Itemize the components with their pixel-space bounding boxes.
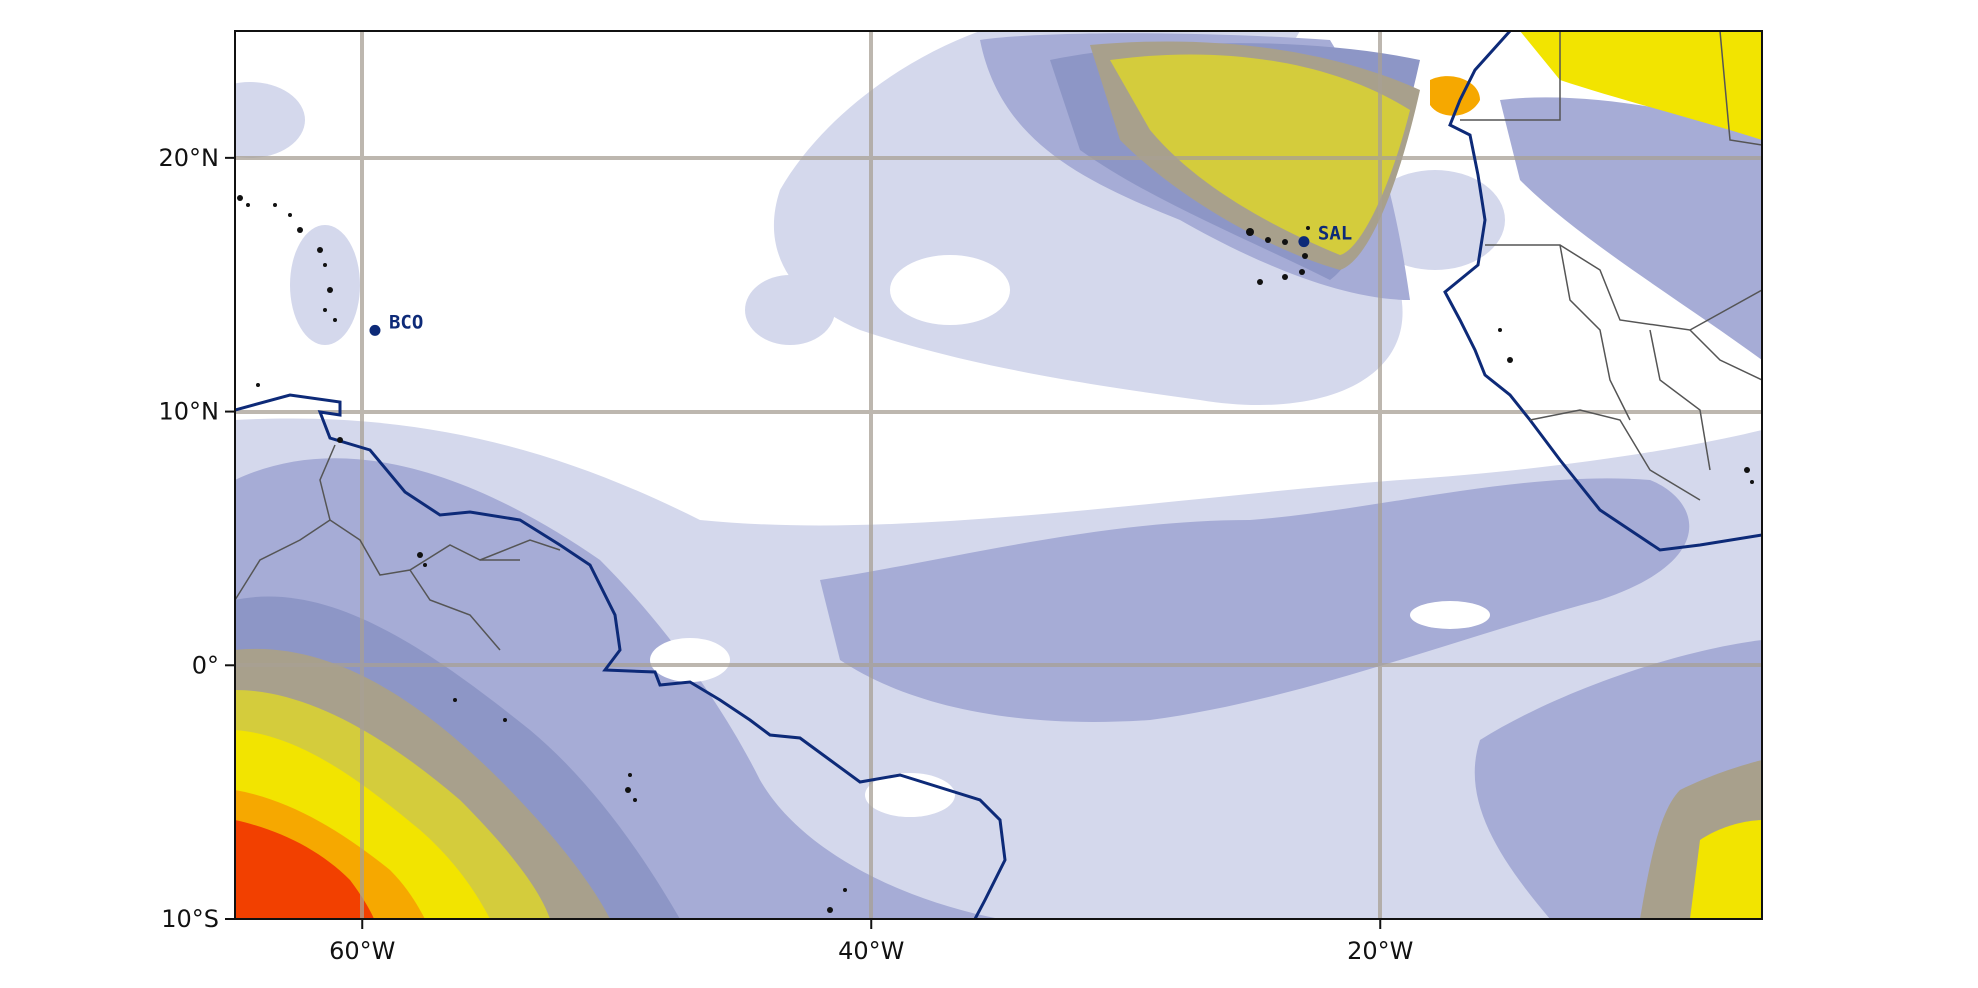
gridlines — [235, 31, 1762, 919]
islands — [237, 195, 1754, 913]
station-marker-sal — [1298, 236, 1310, 248]
aerosol-field — [235, 31, 1762, 919]
station-label-sal: SAL — [1318, 223, 1352, 245]
clear-regions — [650, 255, 1490, 817]
country-borders — [235, 31, 1762, 651]
lat-tick-label: 0° — [192, 651, 219, 679]
lon-tick-label: 40°W — [838, 937, 904, 965]
lon-tick-label: 20°W — [1347, 937, 1413, 965]
station-markers: BCO SAL — [369, 223, 1352, 336]
lat-tick-label: 10°N — [159, 398, 220, 426]
station-label-bco: BCO — [389, 311, 423, 333]
field-level-8 — [235, 820, 374, 919]
lat-tick-label: 10°S — [161, 905, 219, 933]
south-america-coastline — [235, 393, 1007, 919]
plot-frame — [234, 30, 1763, 920]
station-marker-bco — [369, 324, 381, 336]
longitude-axis: 60°W 40°W 20°W — [329, 919, 1413, 965]
latitude-axis: 20°N 10°N 0° 10°S — [159, 144, 235, 933]
lon-tick-label: 60°W — [329, 937, 395, 965]
africa-coastline — [1443, 31, 1762, 552]
lat-tick-label: 20°N — [159, 144, 220, 172]
